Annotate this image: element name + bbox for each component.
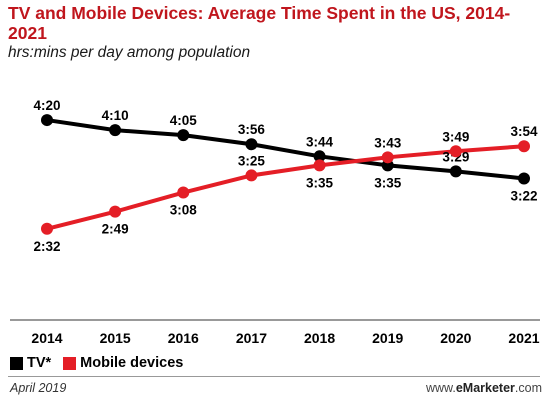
source-date: April 2019 xyxy=(10,381,67,395)
series-line-tv xyxy=(45,118,526,181)
brand-prefix: www. xyxy=(425,381,456,395)
data-label-mobile: 3:54 xyxy=(510,124,538,139)
data-label-mobile: 2:49 xyxy=(102,222,129,237)
x-tick-label: 2017 xyxy=(236,330,267,346)
data-point-tv xyxy=(41,114,53,127)
chart-subtitle: hrs:mins per day among population xyxy=(8,44,251,61)
data-point-mobile xyxy=(177,186,190,199)
legend-swatch-tv xyxy=(10,356,23,370)
data-label-mobile: 3:25 xyxy=(238,153,266,168)
line-chart: 2014 2015 2016 2017 2018 2019 2020 2021 4:20 4:10… xyxy=(10,98,540,346)
data-point-mobile xyxy=(41,222,53,235)
data-point-mobile xyxy=(449,145,462,158)
data-point-tv xyxy=(109,124,122,137)
data-label-tv: 3:56 xyxy=(238,122,266,137)
legend-label-mobile: Mobile devices xyxy=(80,355,184,371)
brand-name: eMarketer xyxy=(455,381,515,395)
brand-watermark: www.eMarketer.com xyxy=(426,381,542,395)
data-point-tv xyxy=(313,150,326,163)
data-point-tv xyxy=(177,129,190,142)
x-tick-label: 2021 xyxy=(508,330,539,346)
data-label-tv: 3:44 xyxy=(306,134,334,149)
data-point-mobile xyxy=(313,159,326,172)
data-label-tv: 3:22 xyxy=(510,188,537,203)
data-point-mobile xyxy=(518,140,530,153)
chart-title: TV and Mobile Devices: Average Time Spen… xyxy=(8,3,511,43)
data-point-mobile xyxy=(109,205,122,218)
data-label-mobile: 3:35 xyxy=(306,175,334,190)
x-tick-label: 2014 xyxy=(31,330,62,346)
data-label-tv: 3:35 xyxy=(374,175,402,190)
data-label-mobile: 3:43 xyxy=(374,135,402,150)
x-tick-label: 2016 xyxy=(168,330,199,346)
footer-divider xyxy=(8,376,540,377)
legend-item-mobile: Mobile devices xyxy=(63,355,183,371)
data-label-tv: 4:05 xyxy=(170,113,198,128)
data-point-tv xyxy=(245,138,258,151)
series-line-mobile xyxy=(45,144,526,231)
x-tick-label: 2015 xyxy=(100,330,131,346)
data-label-tv: 4:20 xyxy=(33,98,60,113)
x-tick-label: 2020 xyxy=(440,330,471,346)
data-point-mobile xyxy=(381,151,394,164)
data-point-tv xyxy=(518,172,530,185)
legend-item-tv: TV* xyxy=(10,355,51,371)
data-point-mobile xyxy=(245,169,258,182)
data-label-mobile: 3:49 xyxy=(442,129,469,144)
x-tick-label: 2018 xyxy=(304,330,335,346)
legend-label-tv: TV* xyxy=(27,355,52,371)
data-label-mobile: 2:32 xyxy=(33,239,60,254)
data-label-mobile: 3:08 xyxy=(170,203,198,218)
brand-suffix: .com xyxy=(514,381,542,395)
data-label-tv: 4:10 xyxy=(102,108,129,123)
legend-swatch-mobile xyxy=(63,356,77,370)
chart-legend: TV* Mobile devices xyxy=(10,355,195,371)
x-tick-label: 2019 xyxy=(372,330,403,346)
data-point-tv xyxy=(449,165,462,178)
